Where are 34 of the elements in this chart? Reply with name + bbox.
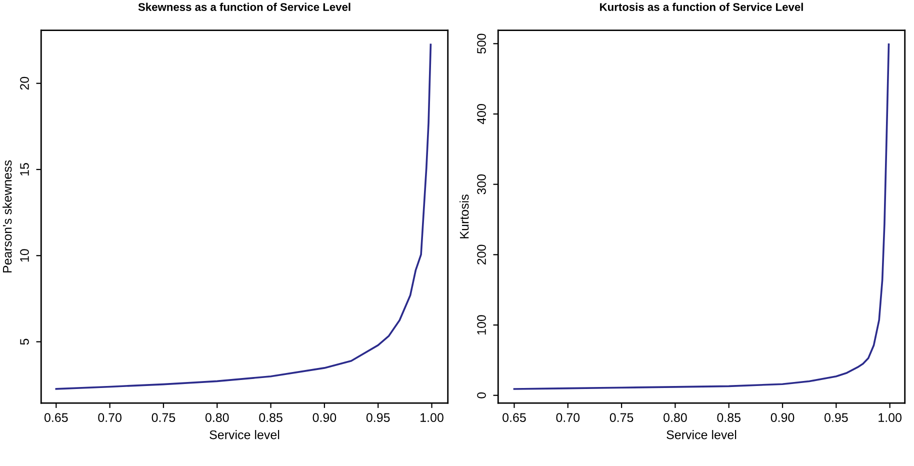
x-tick-label: 1.00: [420, 413, 444, 422]
x-tick-label: 0.85: [717, 413, 740, 422]
x-tick-label: 0.70: [556, 413, 580, 422]
y-tick-label: 10: [20, 249, 29, 262]
x-tick-label: 0.85: [259, 413, 282, 422]
x-tick-label: 0.65: [44, 413, 68, 422]
line-series: [55, 44, 432, 390]
y-tick-label: 0: [477, 392, 486, 398]
y-tick-label: 15: [20, 163, 29, 176]
chart-title: Kurtosis as a function of Service Level: [600, 2, 803, 11]
y-tick-label: 200: [477, 244, 486, 264]
x-tick-label: 1.00: [878, 413, 902, 422]
x-tick-label: 0.90: [312, 413, 336, 422]
x-tick-label: 0.95: [366, 413, 390, 422]
x-axis-title: Service level: [210, 430, 280, 440]
x-tick-label: 0.95: [824, 413, 848, 422]
y-axis-title: Kurtosis: [460, 194, 469, 238]
y-tick-label: 20: [20, 76, 29, 90]
chart-title: Skewness as a function of Service Level: [138, 2, 350, 11]
x-tick-label: 0.75: [152, 413, 176, 422]
x-tick-label: 0.70: [98, 413, 122, 422]
y-tick-label: 300: [477, 174, 486, 194]
y-tick-label: 500: [477, 34, 486, 54]
x-tick-label: 0.65: [502, 413, 526, 422]
y-tick-label: 400: [477, 104, 486, 124]
x-tick-label: 0.80: [205, 413, 229, 422]
line-series: [513, 43, 890, 390]
y-axis-title: Pearson's skewness: [2, 160, 12, 272]
x-tick-label: 0.80: [664, 413, 687, 422]
y-tick-label: 5: [20, 338, 29, 345]
x-axis-title: Service level: [666, 430, 736, 440]
y-tick-label: 100: [477, 315, 486, 334]
x-tick-label: 0.75: [610, 413, 634, 422]
x-tick-label: 0.90: [770, 413, 794, 422]
